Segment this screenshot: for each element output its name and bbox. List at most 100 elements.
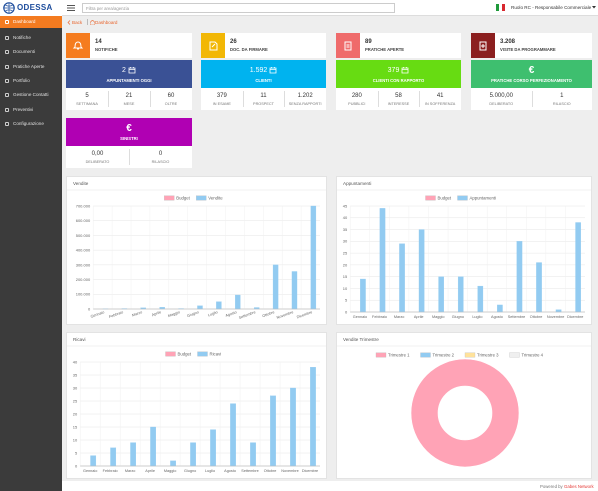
summary-glyph (344, 41, 352, 50)
legend-label[interactable]: Ricavi (210, 352, 222, 357)
footer-link[interactable]: Gabes Network (564, 483, 594, 489)
menu-label[interactable]: Notifiche (13, 35, 31, 40)
menu-item[interactable]: Configurazione (0, 118, 62, 130)
bar (379, 208, 386, 313)
bar (250, 442, 256, 467)
menu-icon (5, 50, 9, 55)
stat-divider (150, 91, 151, 107)
y-tick-label: 0 (88, 306, 91, 311)
home (89, 19, 95, 25)
chart: Vendite Budget Vendite 0 100.000 200.000 300.0… (67, 181, 326, 320)
y-tick-label: 45 (343, 203, 348, 208)
summary-icon (66, 33, 90, 58)
legend-label[interactable]: Trimestre 3 (477, 353, 499, 358)
chart-panel: Ricavi Budget Ricavi 0 5 10 15 20 25 30 35 40 Gennai… (66, 332, 327, 479)
legend-label[interactable]: Trimestre 2 (433, 353, 455, 358)
chart: Ricavi Budget Ricavi 0 5 10 15 20 25 30 35 40 Gennai… (67, 337, 326, 473)
x-tick-label: Ottobre (262, 310, 275, 318)
menu-label[interactable]: Pratiche Aperte (13, 63, 45, 69)
summary-value: 3.208 (500, 39, 516, 45)
menu-icon (5, 36, 9, 40)
menu-label[interactable]: Preventivi (13, 106, 34, 112)
stat-label: RILASCIO (552, 101, 571, 106)
chart: Appuntamenti Budget Appuntamenti 0 5 10 15 20 25… (337, 181, 591, 319)
menu-item[interactable]: Gestione Contatti (0, 89, 62, 101)
menu-label[interactable]: Gestione Contatti (13, 92, 49, 98)
stat-divider (419, 91, 420, 107)
menu-label[interactable]: Dashboard (13, 19, 36, 24)
flag (496, 4, 505, 11)
legend-label[interactable]: Trimestre 4 (522, 353, 544, 358)
user-menu[interactable]: Ruolo RC - Responsabile Commerciale (511, 5, 592, 10)
logo-globe (3, 2, 15, 14)
summary-value: 26 (230, 39, 237, 45)
legend-swatch (164, 195, 175, 201)
y-tick-label: 25 (73, 398, 78, 403)
menu-toggle-icon (67, 5, 75, 11)
y-tick-label: 25 (343, 251, 348, 256)
bar (216, 301, 222, 310)
summary-card[interactable]: 26 DOC. DA FIRMARE (201, 33, 326, 58)
stat-card-headline: 379 (336, 66, 461, 74)
legend-label[interactable]: Appuntamenti (470, 196, 497, 201)
legend-label[interactable]: Budget (178, 352, 192, 357)
stat-card[interactable]: 379 CLIENTI CON RAPPORTO 280 PUBBLICI 58 INTE… (336, 60, 461, 110)
bar (270, 395, 276, 467)
x-tick-label: Luglio (472, 315, 482, 319)
menu-item[interactable]: Notifiche (0, 32, 62, 44)
flag-stripe (499, 4, 502, 11)
legend-label[interactable]: Budget (438, 196, 452, 201)
logo: ODESSA (0, 0, 62, 16)
bar (477, 285, 484, 313)
arrow (67, 19, 71, 25)
menu-item[interactable]: Documenti (0, 46, 62, 58)
legend-label[interactable]: Vendite (208, 196, 223, 201)
y-tick-label: 5 (75, 450, 78, 455)
x-tick-label: Marzo (394, 315, 405, 319)
menu-item[interactable]: Preventivi (0, 104, 62, 116)
menu-item[interactable]: Pratiche Aperte (0, 61, 62, 73)
bar (210, 429, 216, 467)
legend-label[interactable]: Budget (176, 196, 190, 201)
x-tick-label: Gennaio (83, 469, 97, 473)
x-tick-label: Settembre (241, 469, 259, 473)
stat-card[interactable]: € SINISTRI 0,00 DELIBERATO 0 RILASCIO (66, 118, 192, 168)
glyph (479, 41, 487, 50)
menu-label[interactable]: Portfolio (13, 77, 30, 83)
legend-swatch (165, 351, 176, 357)
stat-card[interactable]: 1.592 CLIENTI 379 IN ESAME 11 PROSPECT 1.202 SE… (201, 60, 326, 110)
x-tick-label: Gennaio (90, 310, 105, 319)
y-tick-label: 700.000 (76, 203, 91, 208)
doughnut-slice (410, 358, 520, 468)
menu-label[interactable]: Configurazione (13, 120, 44, 126)
summary-value: 89 (365, 39, 372, 45)
menu-label[interactable]: Documenti (13, 49, 35, 55)
stat-card-header: 379 CLIENTI CON RAPPORTO (336, 60, 461, 88)
stat-card[interactable]: 2 APPUNTAMENTI OGGI 5 SETTIMANA 21 MESE 60 OLTR… (66, 60, 192, 110)
menu-item[interactable]: Dashboard (0, 16, 62, 28)
summary-icon (201, 33, 225, 58)
breadcrumb-current[interactable]: Dashboard (95, 19, 118, 25)
menu-item[interactable]: Portfolio (0, 75, 62, 87)
menu-toggle[interactable] (67, 5, 75, 11)
search-box[interactable]: Filtra per area/agenzia (82, 3, 395, 13)
y-tick-label: 40 (73, 359, 78, 364)
legend-swatch (197, 351, 208, 357)
summary-card[interactable]: 89 PRATICHE APERTE (336, 33, 461, 58)
legend-label[interactable]: Trimestre 1 (388, 353, 410, 358)
summary-glyph (479, 41, 487, 50)
breadcrumb-back[interactable]: Back (72, 19, 83, 25)
stat-value: 379 (216, 93, 227, 99)
summary-card[interactable]: 14 NOTIFICHE (66, 33, 192, 58)
glyph (72, 40, 84, 49)
stat-divider (531, 91, 533, 107)
stat-value: 0 (158, 151, 163, 157)
bar (310, 367, 316, 467)
chart-title: Vendite Trimestre (343, 337, 379, 342)
stat-card[interactable]: € PRATICHE CORSO PERFEZIONAMENTO 5.000,00 D… (471, 60, 592, 110)
bar (235, 294, 241, 310)
chart-title: Ricavi (73, 337, 86, 342)
bar (457, 276, 464, 313)
summary-card[interactable]: 3.208 VISITE DA PROGRAMMARE (471, 33, 592, 58)
